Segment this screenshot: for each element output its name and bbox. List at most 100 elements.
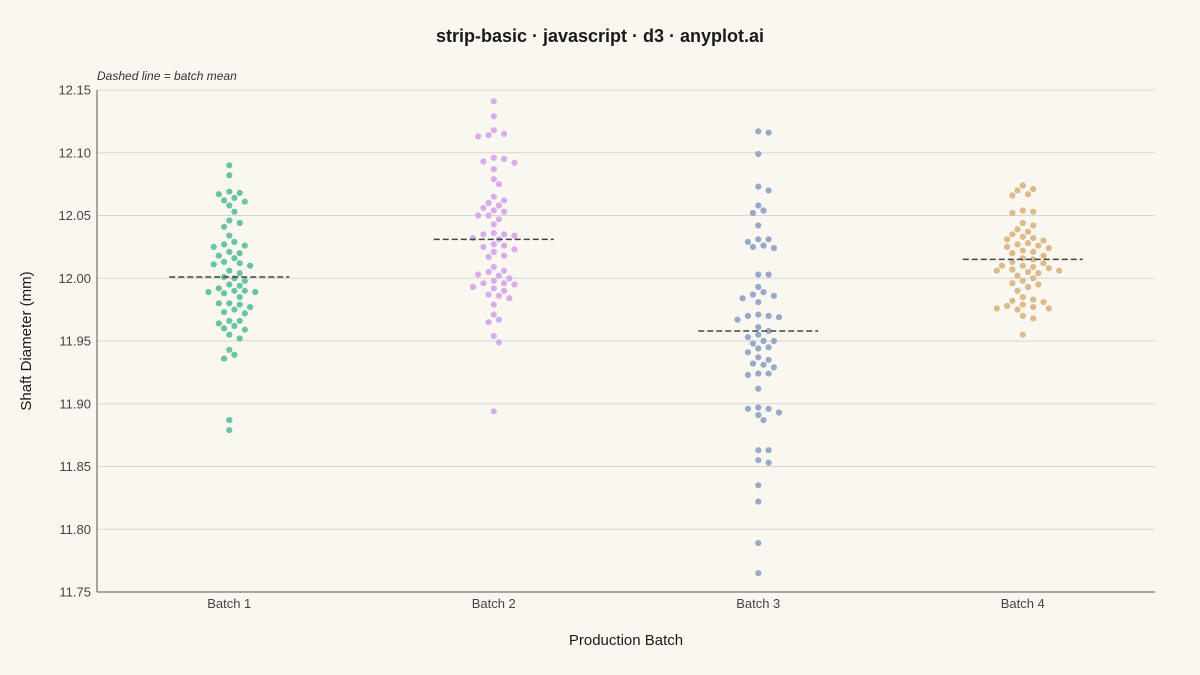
data-point — [490, 241, 497, 248]
data-point — [506, 275, 513, 282]
data-point — [241, 242, 248, 249]
data-point — [231, 255, 238, 262]
data-point — [1019, 182, 1026, 189]
data-point — [760, 207, 767, 214]
data-point — [765, 344, 772, 351]
data-point — [765, 405, 772, 412]
data-point — [765, 271, 772, 278]
data-point — [226, 162, 233, 169]
data-point — [501, 155, 508, 163]
data-point — [1009, 297, 1016, 304]
data-point — [749, 291, 757, 298]
data-point — [760, 337, 767, 345]
data-point — [490, 176, 497, 183]
data-point — [490, 154, 497, 161]
mean-annotation: Dashed line = batch mean — [97, 69, 237, 83]
data-point — [755, 447, 762, 454]
data-point — [469, 283, 476, 291]
x-axis-ticks: Batch 1 Batch 2 Batch 3 Batch 4 — [207, 596, 1045, 611]
data-point — [765, 236, 772, 243]
data-point — [247, 304, 254, 311]
data-point — [469, 235, 476, 242]
data-point — [226, 346, 233, 353]
data-point — [215, 252, 222, 259]
data-point — [755, 370, 762, 377]
data-point — [1030, 296, 1037, 303]
data-point — [755, 411, 762, 419]
data-point — [755, 457, 762, 464]
data-point — [221, 309, 228, 316]
data-point — [236, 301, 243, 308]
data-point — [1030, 304, 1037, 311]
data-point — [241, 198, 248, 205]
data-point — [1030, 275, 1037, 282]
data-point — [1035, 281, 1042, 288]
x-tick-label: Batch 2 — [472, 596, 516, 611]
data-point — [1019, 255, 1026, 262]
data-point — [210, 243, 217, 250]
data-point — [490, 113, 497, 120]
data-point — [1019, 277, 1026, 284]
data-point — [215, 285, 222, 292]
data-point — [490, 230, 497, 237]
data-point — [506, 295, 513, 302]
data-point — [1019, 331, 1026, 338]
data-point — [760, 242, 767, 249]
data-point — [241, 310, 248, 317]
data-point — [501, 280, 508, 287]
data-point — [252, 289, 259, 296]
x-tick-label: Batch 4 — [1001, 596, 1045, 611]
data-point — [1019, 219, 1026, 227]
data-point — [221, 325, 228, 332]
y-tick-label: 12.15 — [58, 83, 91, 98]
data-point — [221, 241, 228, 248]
data-point — [485, 268, 492, 276]
y-tick-label: 12.10 — [58, 145, 91, 160]
data-point — [236, 317, 243, 324]
data-point — [490, 263, 497, 271]
data-point — [511, 281, 518, 288]
data-point — [490, 127, 497, 134]
data-point — [241, 326, 248, 333]
y-tick-label: 11.80 — [59, 522, 91, 537]
data-point — [241, 287, 248, 294]
data-point — [485, 319, 492, 326]
data-point — [770, 364, 778, 371]
data-point — [490, 207, 497, 214]
x-tick-label: Batch 1 — [207, 596, 251, 611]
data-point — [993, 267, 1000, 274]
data-point — [765, 356, 772, 363]
data-point — [495, 181, 502, 188]
data-point — [1004, 243, 1011, 250]
data-point — [765, 447, 772, 454]
data-point — [501, 197, 508, 204]
data-point — [1024, 240, 1032, 247]
data-point — [215, 320, 222, 327]
data-point — [1019, 294, 1026, 301]
data-point — [1009, 258, 1016, 265]
data-point — [226, 427, 233, 434]
data-point — [495, 292, 502, 299]
data-point — [755, 482, 762, 489]
y-tick-label: 11.75 — [59, 585, 91, 600]
data-point — [226, 281, 233, 288]
data-point — [231, 306, 238, 313]
data-point — [490, 408, 497, 415]
data-point — [775, 409, 783, 416]
x-axis-label: Production Batch — [569, 632, 683, 649]
data-point — [993, 305, 1000, 312]
data-point — [221, 197, 228, 204]
data-point — [495, 272, 502, 279]
data-point — [1004, 302, 1011, 309]
y-tick-label: 12.00 — [58, 271, 91, 286]
data-point — [231, 238, 238, 245]
data-point — [490, 248, 497, 255]
data-point — [744, 238, 752, 245]
data-point — [511, 246, 518, 253]
data-point — [1004, 236, 1011, 243]
mean-lines — [169, 238, 1083, 332]
data-point — [1040, 299, 1047, 306]
data-point — [744, 334, 752, 341]
data-point — [236, 260, 243, 267]
data-point — [765, 129, 772, 136]
